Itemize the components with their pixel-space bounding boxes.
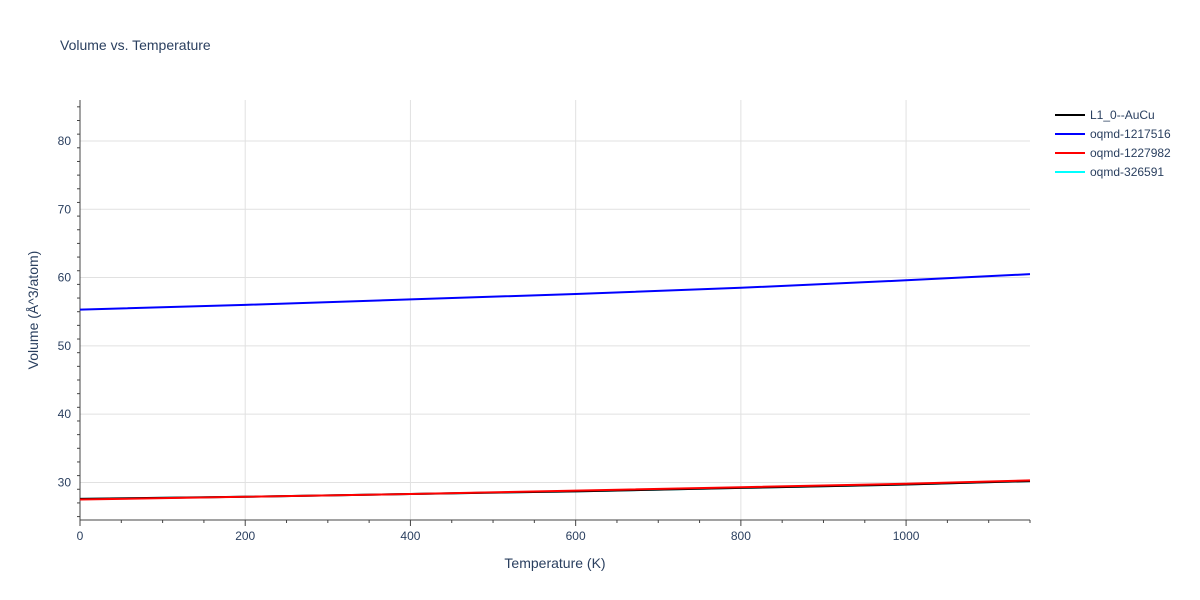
legend[interactable]: L1_0--AuCu oqmd-1217516 oqmd-1227982 oqmd-3… — [1055, 108, 1171, 179]
y-tick-label: 40 — [58, 407, 72, 421]
y-axis-label: Volume (Å^3/atom) — [25, 251, 41, 370]
y-tick-label: 30 — [58, 475, 72, 489]
legend-item[interactable]: oqmd-326591 — [1055, 165, 1164, 179]
y-tick-label: 70 — [58, 202, 72, 216]
x-axis-ticks: 0 200 400 600 800 1000 — [77, 529, 920, 543]
x-tick-label: 400 — [400, 529, 420, 543]
legend-label: oqmd-1227982 — [1090, 146, 1171, 160]
series-line-oqmd-1227982 — [79, 479, 1031, 501]
y-axis-ticks: 30 40 50 60 70 80 — [58, 134, 72, 489]
chart-title: Volume vs. Temperature — [60, 37, 211, 53]
x-axis-label: Temperature (K) — [504, 555, 605, 571]
legend-item[interactable]: L1_0--AuCu — [1055, 108, 1155, 122]
series-lines — [79, 273, 1031, 501]
legend-item[interactable]: oqmd-1217516 — [1055, 127, 1171, 141]
series-line-oqmd-1217516 — [79, 273, 1031, 311]
y-tick-label: 80 — [58, 134, 72, 148]
grid — [80, 100, 1030, 520]
axes — [77, 100, 1031, 526]
legend-label: L1_0--AuCu — [1090, 108, 1155, 122]
legend-label: oqmd-1217516 — [1090, 127, 1171, 141]
legend-label: oqmd-326591 — [1090, 165, 1164, 179]
y-tick-label: 50 — [58, 339, 72, 353]
legend-item[interactable]: oqmd-1227982 — [1055, 146, 1171, 160]
x-tick-label: 200 — [235, 529, 255, 543]
y-tick-label: 60 — [58, 271, 72, 285]
x-tick-label: 0 — [77, 529, 84, 543]
x-tick-label: 1000 — [893, 529, 920, 543]
x-tick-label: 800 — [731, 529, 751, 543]
x-tick-label: 600 — [566, 529, 586, 543]
